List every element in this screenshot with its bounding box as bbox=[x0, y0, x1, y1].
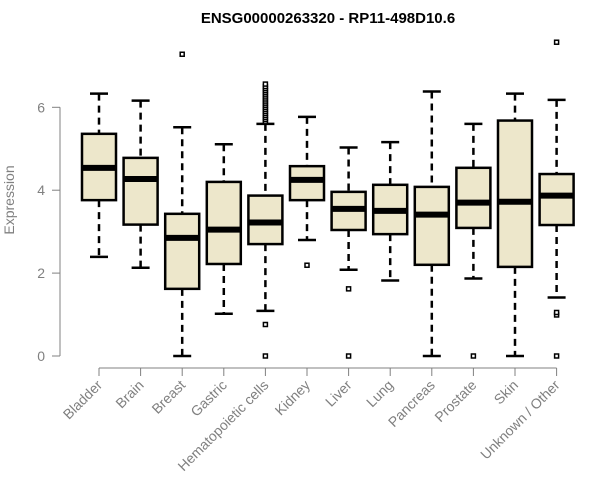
box-breast bbox=[163, 51, 201, 358]
outlier-point bbox=[470, 353, 477, 359]
x-tick-label: Unknown / Other bbox=[477, 377, 563, 463]
x-tick-label: Bladder bbox=[60, 377, 106, 423]
boxes bbox=[80, 39, 575, 359]
iqr-box bbox=[205, 180, 243, 266]
box-hematopoietic-cells bbox=[247, 81, 284, 359]
outlier-point bbox=[553, 39, 560, 45]
box-liver bbox=[330, 146, 367, 359]
outlier-point bbox=[262, 353, 269, 359]
iqr-box bbox=[538, 172, 575, 227]
x-tick-label: Breast bbox=[148, 377, 188, 417]
x-tick-label: Kidney bbox=[272, 377, 314, 419]
box-bladder bbox=[80, 92, 118, 259]
outlier-point bbox=[553, 353, 560, 359]
outlier-point bbox=[262, 81, 269, 87]
box-prostate bbox=[455, 122, 492, 359]
x-tick-label: Brain bbox=[112, 377, 146, 411]
iqr-box bbox=[122, 156, 159, 226]
box-pancreas bbox=[413, 90, 451, 358]
y-tick-label: 0 bbox=[37, 348, 45, 364]
box-gastric bbox=[205, 142, 243, 315]
iqr-box bbox=[163, 212, 201, 291]
box-skin bbox=[496, 92, 534, 358]
iqr-box bbox=[496, 119, 534, 269]
outlier-point bbox=[262, 321, 269, 328]
box-brain bbox=[122, 99, 159, 269]
box-unknown-other bbox=[538, 39, 575, 359]
outlier-point bbox=[553, 309, 560, 316]
y-axis: 0 2 4 6 bbox=[37, 99, 61, 364]
outlier-point bbox=[304, 262, 310, 268]
box-kidney bbox=[288, 115, 326, 268]
y-axis-label: Expression bbox=[1, 165, 17, 234]
outlier-point bbox=[345, 286, 352, 292]
x-tick-label: Liver bbox=[322, 377, 355, 410]
y-tick-label: 6 bbox=[37, 99, 45, 115]
x-tick-label: Prostate bbox=[431, 377, 479, 425]
iqr-box bbox=[288, 164, 326, 202]
x-tick-label: Skin bbox=[491, 377, 522, 408]
x-tick-label: Lung bbox=[363, 377, 396, 410]
chart-title: ENSG00000263320 - RP11-498D10.6 bbox=[201, 10, 455, 27]
outlier-point bbox=[345, 353, 352, 359]
y-tick-label: 4 bbox=[37, 182, 45, 198]
outlier-point bbox=[179, 51, 185, 57]
box-lung bbox=[371, 140, 409, 282]
iqr-box bbox=[455, 166, 492, 230]
y-tick-label: 2 bbox=[37, 265, 45, 281]
iqr-box bbox=[413, 185, 451, 267]
